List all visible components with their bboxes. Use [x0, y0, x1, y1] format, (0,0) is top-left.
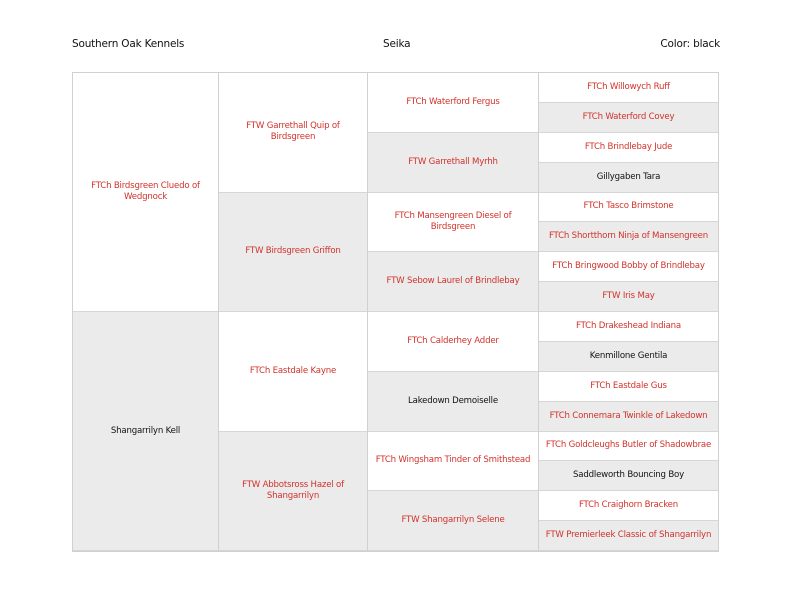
ancestor-cell: FTCh Willowych Ruff — [539, 73, 718, 103]
ancestor-cell: FTCh Waterford Fergus — [368, 73, 538, 133]
kennel-name: Southern Oak Kennels — [72, 38, 185, 50]
generation-4-column: FTCh Willowych Ruff FTCh Waterford Covey F… — [538, 72, 719, 552]
generation-3-column: FTCh Waterford Fergus FTW Garrethall Myrh… — [367, 72, 539, 552]
ancestor-cell: FTCh Eastdale Kayne — [219, 312, 367, 432]
ancestor-cell: FTCh Calderhey Adder — [368, 312, 538, 372]
ancestor-cell: FTW Premierleek Classic of Shangarrilyn — [539, 521, 718, 551]
dog-color: Color: black — [660, 38, 720, 50]
ancestor-cell: FTW Garrethall Quip of Birdsgreen — [219, 73, 367, 193]
ancestor-cell: FTW Iris May — [539, 282, 718, 312]
generation-2-column: FTW Garrethall Quip of Birdsgreen FTW Bir… — [218, 72, 368, 552]
ancestor-cell: FTW Garrethall Myrhh — [368, 132, 538, 193]
ancestor-cell: FTCh Eastdale Gus — [539, 371, 718, 402]
ancestor-cell: FTCh Mansengreen Diesel of Birdsgreen — [368, 192, 538, 253]
ancestor-cell: FTCh Birdsgreen Cluedo of Wedgnock — [73, 73, 218, 312]
ancestor-cell: FTCh Shortthorn Ninja of Mansengreen — [539, 222, 718, 253]
generation-1-column: FTCh Birdsgreen Cluedo of Wedgnock Shanga… — [72, 72, 219, 552]
ancestor-cell: FTCh Tasco Brimstone — [539, 192, 718, 223]
ancestor-cell: FTCh Connemara Twinkle of Lakedown — [539, 401, 718, 432]
dog-name: Seika — [383, 38, 411, 50]
ancestor-cell: FTCh Wingsham Tinder of Smithstead — [368, 431, 538, 492]
ancestor-cell: FTCh Drakeshead Indiana — [539, 312, 718, 342]
ancestor-cell: FTW Sebow Laurel of Brindlebay — [368, 252, 538, 312]
ancestor-cell: FTW Birdsgreen Griffon — [219, 192, 367, 312]
ancestor-cell: FTCh Goldcleughs Butler of Shadowbrae — [539, 431, 718, 462]
ancestor-cell: Saddleworth Bouncing Boy — [539, 461, 718, 492]
ancestor-cell: Shangarrilyn Kell — [73, 312, 218, 551]
ancestor-cell: FTCh Bringwood Bobby of Brindlebay — [539, 252, 718, 283]
ancestor-cell: FTCh Waterford Covey — [539, 102, 718, 133]
ancestor-cell: Kenmillone Gentila — [539, 341, 718, 372]
ancestor-cell: FTW Abbotsross Hazel of Shangarrilyn — [219, 431, 367, 551]
ancestor-cell: FTW Shangarrilyn Selene — [368, 491, 538, 551]
ancestor-cell: FTCh Craighorn Bracken — [539, 491, 718, 522]
ancestor-cell: FTCh Brindlebay Jude — [539, 132, 718, 163]
ancestor-cell: Gillygaben Tara — [539, 162, 718, 193]
ancestor-cell: Lakedown Demoiselle — [368, 371, 538, 432]
